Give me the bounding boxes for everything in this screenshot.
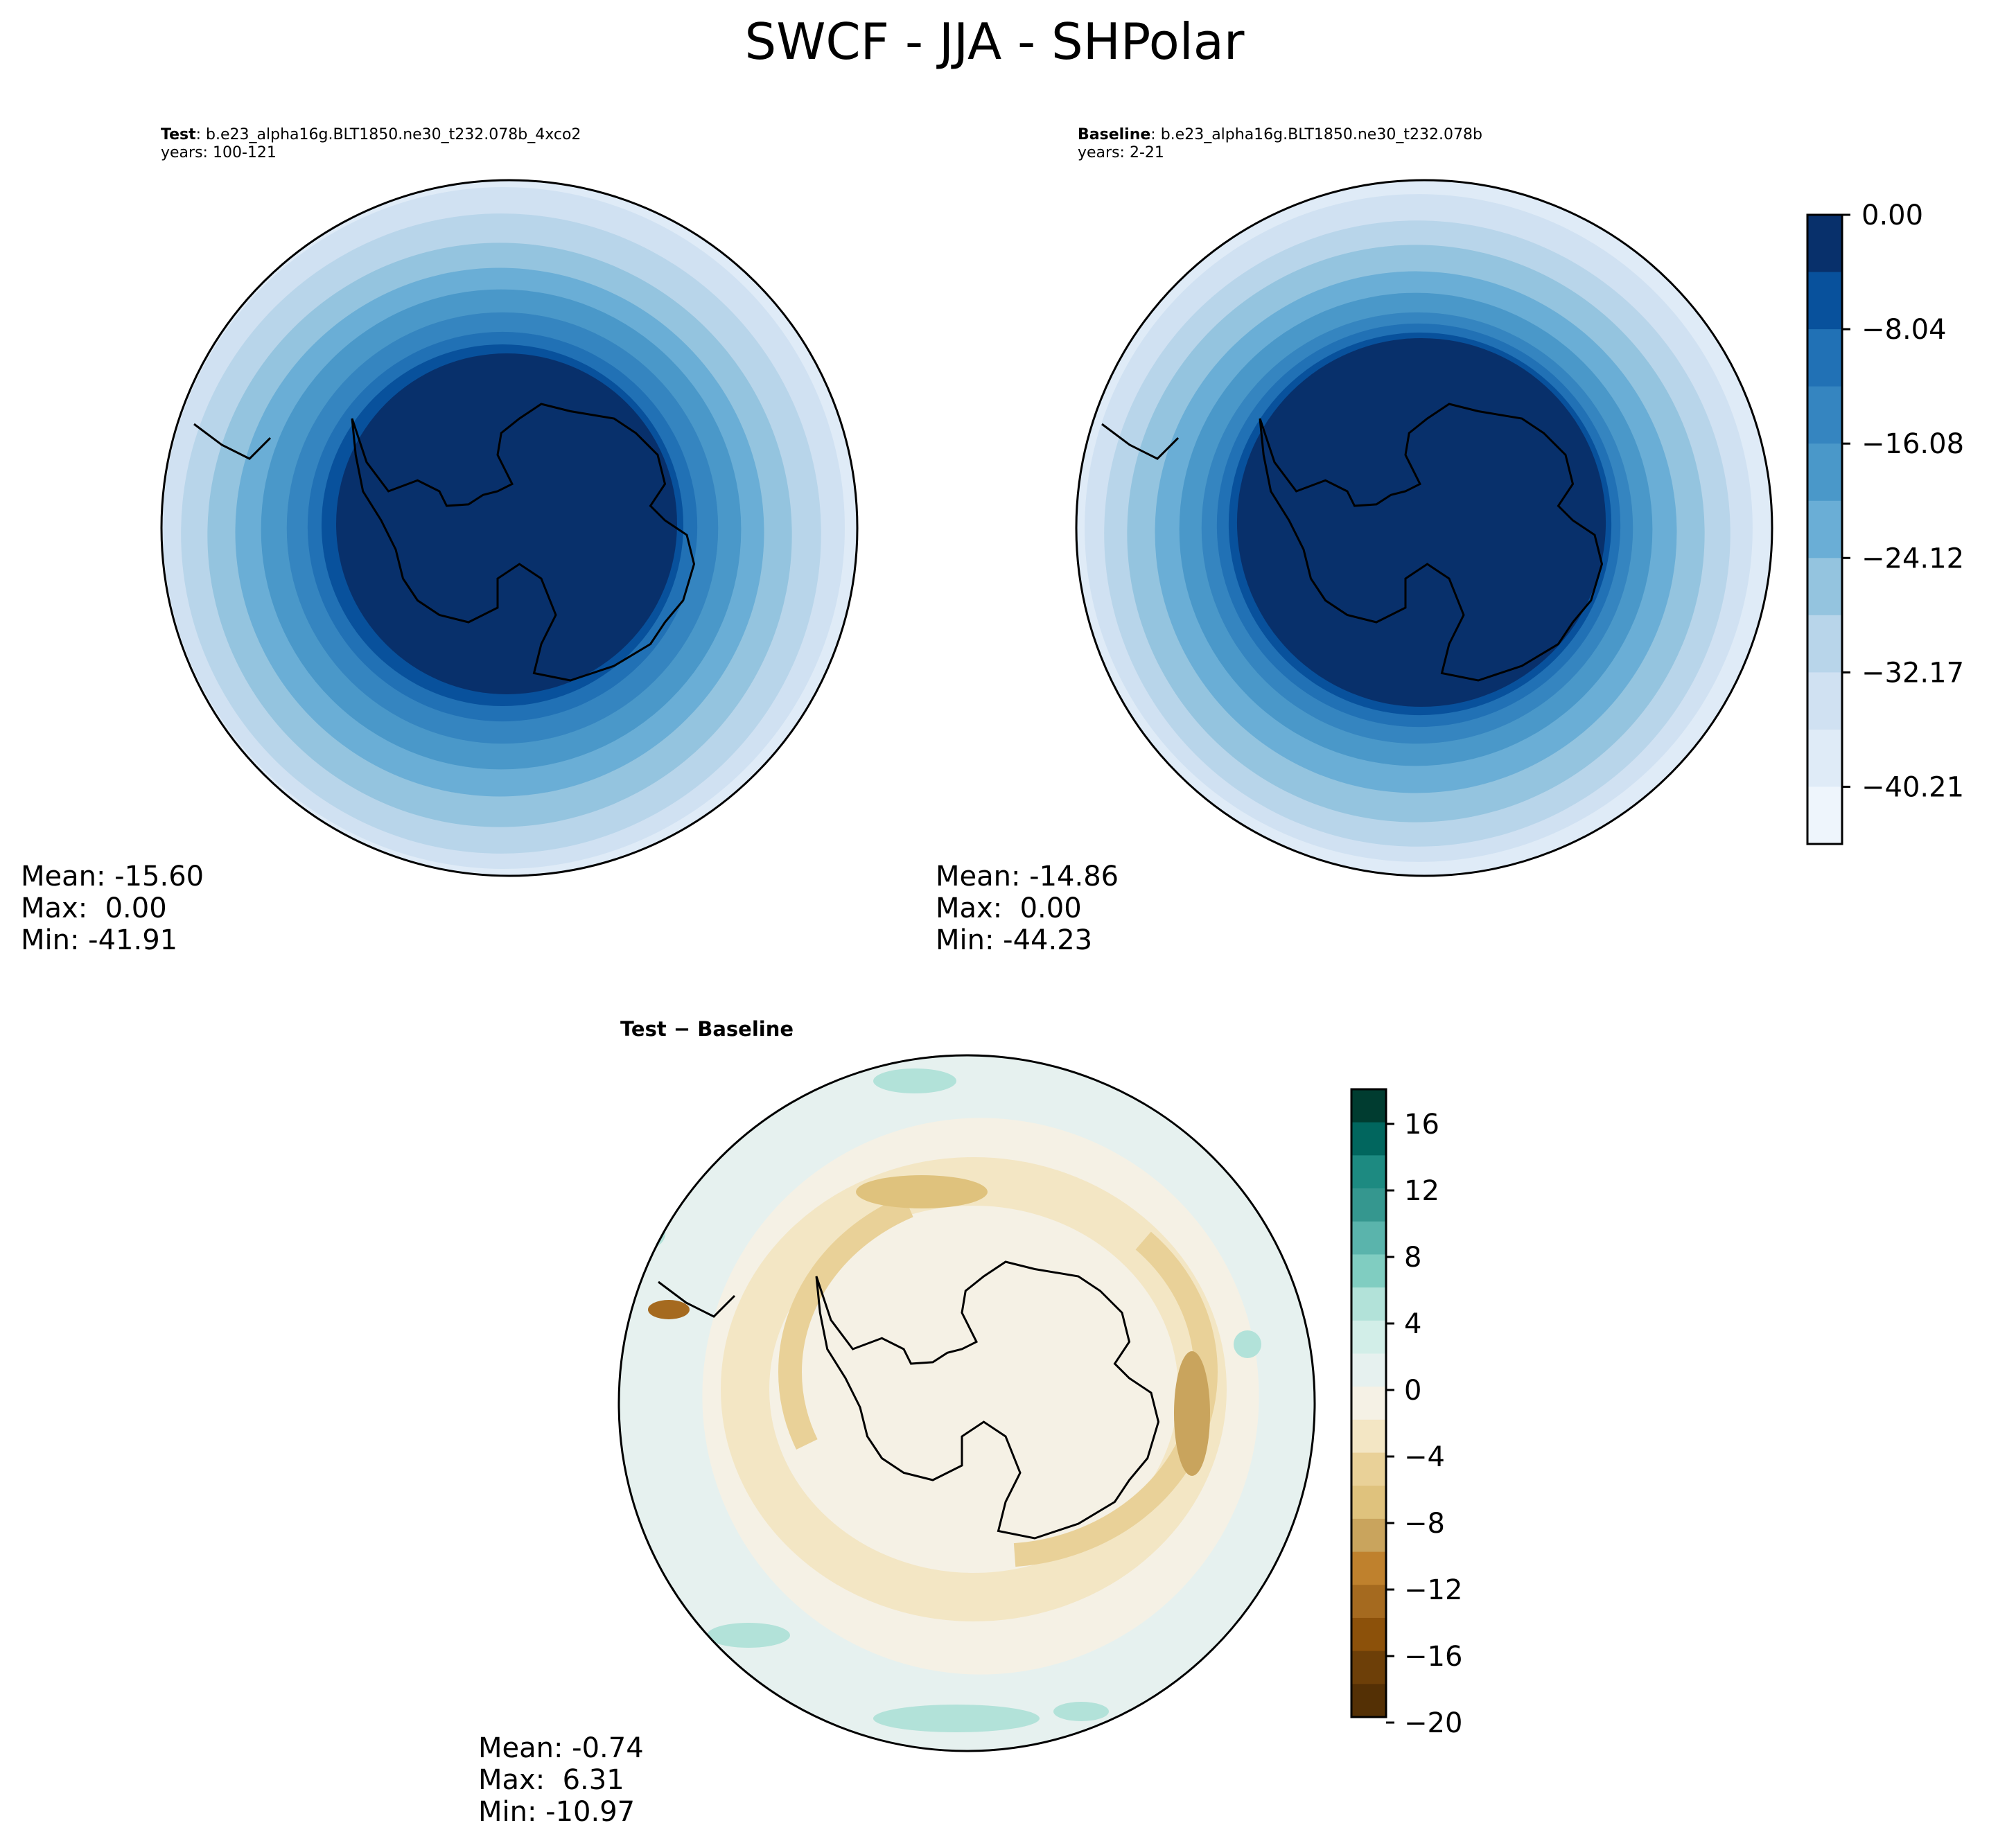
main-colorbar-segment [1807, 558, 1842, 616]
main-colorbar-tick-label: −16.08 [1861, 428, 1964, 460]
diff-colorbar-tick-label: −16 [1404, 1641, 1462, 1673]
diff-colorbar-segment [1351, 1387, 1386, 1420]
main-colorbar-segment [1807, 500, 1842, 558]
baseline-map [1076, 180, 1772, 876]
baseline-years: years: 2-21 [1078, 144, 1164, 161]
page-title: SWCF - JJA - SHPolar [744, 12, 1245, 71]
baseline-mean: Mean: -14.86 [936, 861, 1119, 892]
test-map-outline [160, 179, 859, 877]
diff-colorbar-segment [1351, 1287, 1386, 1321]
diff-colorbar-segment [1351, 1684, 1386, 1718]
main-colorbar-segment [1807, 615, 1842, 673]
diff-colorbar: 16 12 8 4 0 −4 −8 −12 −16 −20 [1350, 1088, 1462, 1739]
main-colorbar-segment [1807, 786, 1842, 845]
diff-minimum-patch [648, 1300, 690, 1319]
diff-stats: Mean: -0.74 Max: 6.31 Min: -10.97 [478, 1732, 644, 1828]
diff-mean: Mean: -0.74 [478, 1732, 644, 1764]
test-map [161, 180, 857, 876]
diff-colorbar-segment [1351, 1188, 1386, 1222]
test-case-name: b.e23_alpha16g.BLT1850.ne30_t232.078b_4x… [206, 126, 581, 143]
diff-colorbar-frame [1350, 1088, 1387, 1718]
diff-colorbar-tick-label: −4 [1404, 1441, 1445, 1473]
test-map-south-america-coastline [193, 423, 272, 460]
diff-positive-patch [638, 1220, 665, 1247]
main-colorbar-frame [1806, 213, 1843, 845]
diff-colorbar-segment [1351, 1651, 1386, 1684]
test-map-contour-band [336, 353, 677, 694]
diff-positive-patch [1234, 1330, 1261, 1358]
main-colorbar-tick-label: 0.00 [1861, 200, 1923, 231]
test-years: years: 100-121 [161, 144, 277, 161]
diff-colorbar-tick-label: 8 [1404, 1242, 1421, 1274]
baseline-map-south-america-coastline [1101, 423, 1180, 460]
test-panel-title: Test: b.e23_alpha16g.BLT1850.ne30_t232.0… [161, 126, 581, 161]
diff-minimum-patch [1174, 1351, 1210, 1476]
main-colorbar-tick-label: −32.17 [1861, 657, 1964, 689]
diff-colorbar-segment [1351, 1155, 1386, 1189]
diff-positive-patch [707, 1623, 790, 1648]
diff-label: Test − Baseline [620, 1017, 794, 1041]
diff-colorbar-segment [1351, 1221, 1386, 1255]
main-colorbar-segment [1807, 672, 1842, 730]
diff-min: Min: -10.97 [478, 1796, 636, 1828]
diff-colorbar-segment [1351, 1452, 1386, 1486]
diff-colorbar-segment [1351, 1518, 1386, 1553]
baseline-label: Baseline [1078, 126, 1151, 143]
diff-colorbar-tick-label: 0 [1404, 1375, 1421, 1407]
baseline-stats: Mean: -14.86 Max: 0.00 Min: -44.23 [936, 861, 1119, 956]
diff-colorbar-segment [1351, 1551, 1386, 1585]
test-max: Max: 0.00 [21, 892, 167, 924]
diff-colorbar-segment [1351, 1320, 1386, 1354]
test-min: Min: -41.91 [21, 924, 178, 956]
diff-negative-ring-strong [778, 1177, 1218, 1567]
diff-positive-patch [873, 1068, 956, 1093]
main-colorbar-tick-label: −8.04 [1861, 314, 1947, 346]
main-colorbar-segment [1807, 272, 1842, 330]
diff-positive-patch [1053, 1702, 1109, 1721]
baseline-max: Max: 0.00 [936, 892, 1082, 924]
diff-colorbar-tick-label: −8 [1404, 1508, 1445, 1540]
diff-minimum-patch [856, 1175, 988, 1208]
diff-map-south-america-coastline [658, 1281, 736, 1318]
diff-colorbar-segment [1351, 1617, 1386, 1652]
baseline-map-contour-band [1236, 337, 1606, 707]
diff-colorbar-tick-label: 16 [1404, 1109, 1439, 1141]
test-label: Test [161, 126, 196, 143]
diff-colorbar-segment [1351, 1486, 1386, 1520]
diff-panel-title: Test − Baseline [620, 1017, 794, 1041]
main-colorbar-segment [1807, 386, 1842, 444]
test-stats: Mean: -15.60 Max: 0.00 Min: -41.91 [21, 861, 204, 956]
diff-positive-patch [873, 1705, 1040, 1732]
main-colorbar-segment [1807, 443, 1842, 502]
diff-colorbar-tick-label: 12 [1404, 1175, 1439, 1207]
diff-map [619, 1055, 1315, 1751]
main-colorbar-segment [1807, 215, 1842, 273]
baseline-case-name: b.e23_alpha16g.BLT1850.ne30_t232.078b [1160, 126, 1482, 143]
diff-colorbar-segment [1351, 1585, 1386, 1619]
diff-map-outline [617, 1054, 1316, 1752]
diff-max: Max: 6.31 [478, 1764, 624, 1796]
main-colorbar-tick-label: −24.12 [1861, 543, 1964, 574]
diff-colorbar-tick-label: −20 [1404, 1707, 1462, 1739]
baseline-panel-title: Baseline: b.e23_alpha16g.BLT1850.ne30_t2… [1078, 126, 1482, 161]
diff-colorbar-tick-label: −12 [1404, 1574, 1462, 1606]
diff-colorbar-segment [1351, 1089, 1386, 1123]
main-colorbar-segment [1807, 729, 1842, 787]
test-mean: Mean: -15.60 [21, 861, 204, 892]
baseline-map-outline [1075, 179, 1773, 877]
diff-colorbar-tick-label: 4 [1404, 1308, 1421, 1340]
diff-colorbar-segment [1351, 1419, 1386, 1454]
diff-colorbar-segment [1351, 1254, 1386, 1288]
main-colorbar-segment [1807, 329, 1842, 387]
diff-colorbar-segment [1351, 1353, 1386, 1387]
main-colorbar-tick-label: −40.21 [1861, 771, 1964, 803]
baseline-min: Min: -44.23 [936, 924, 1093, 956]
main-colorbar: 0.00 −8.04 −16.08 −24.12 −32.17 −40.21 [1806, 200, 1964, 845]
diff-colorbar-segment [1351, 1122, 1386, 1156]
